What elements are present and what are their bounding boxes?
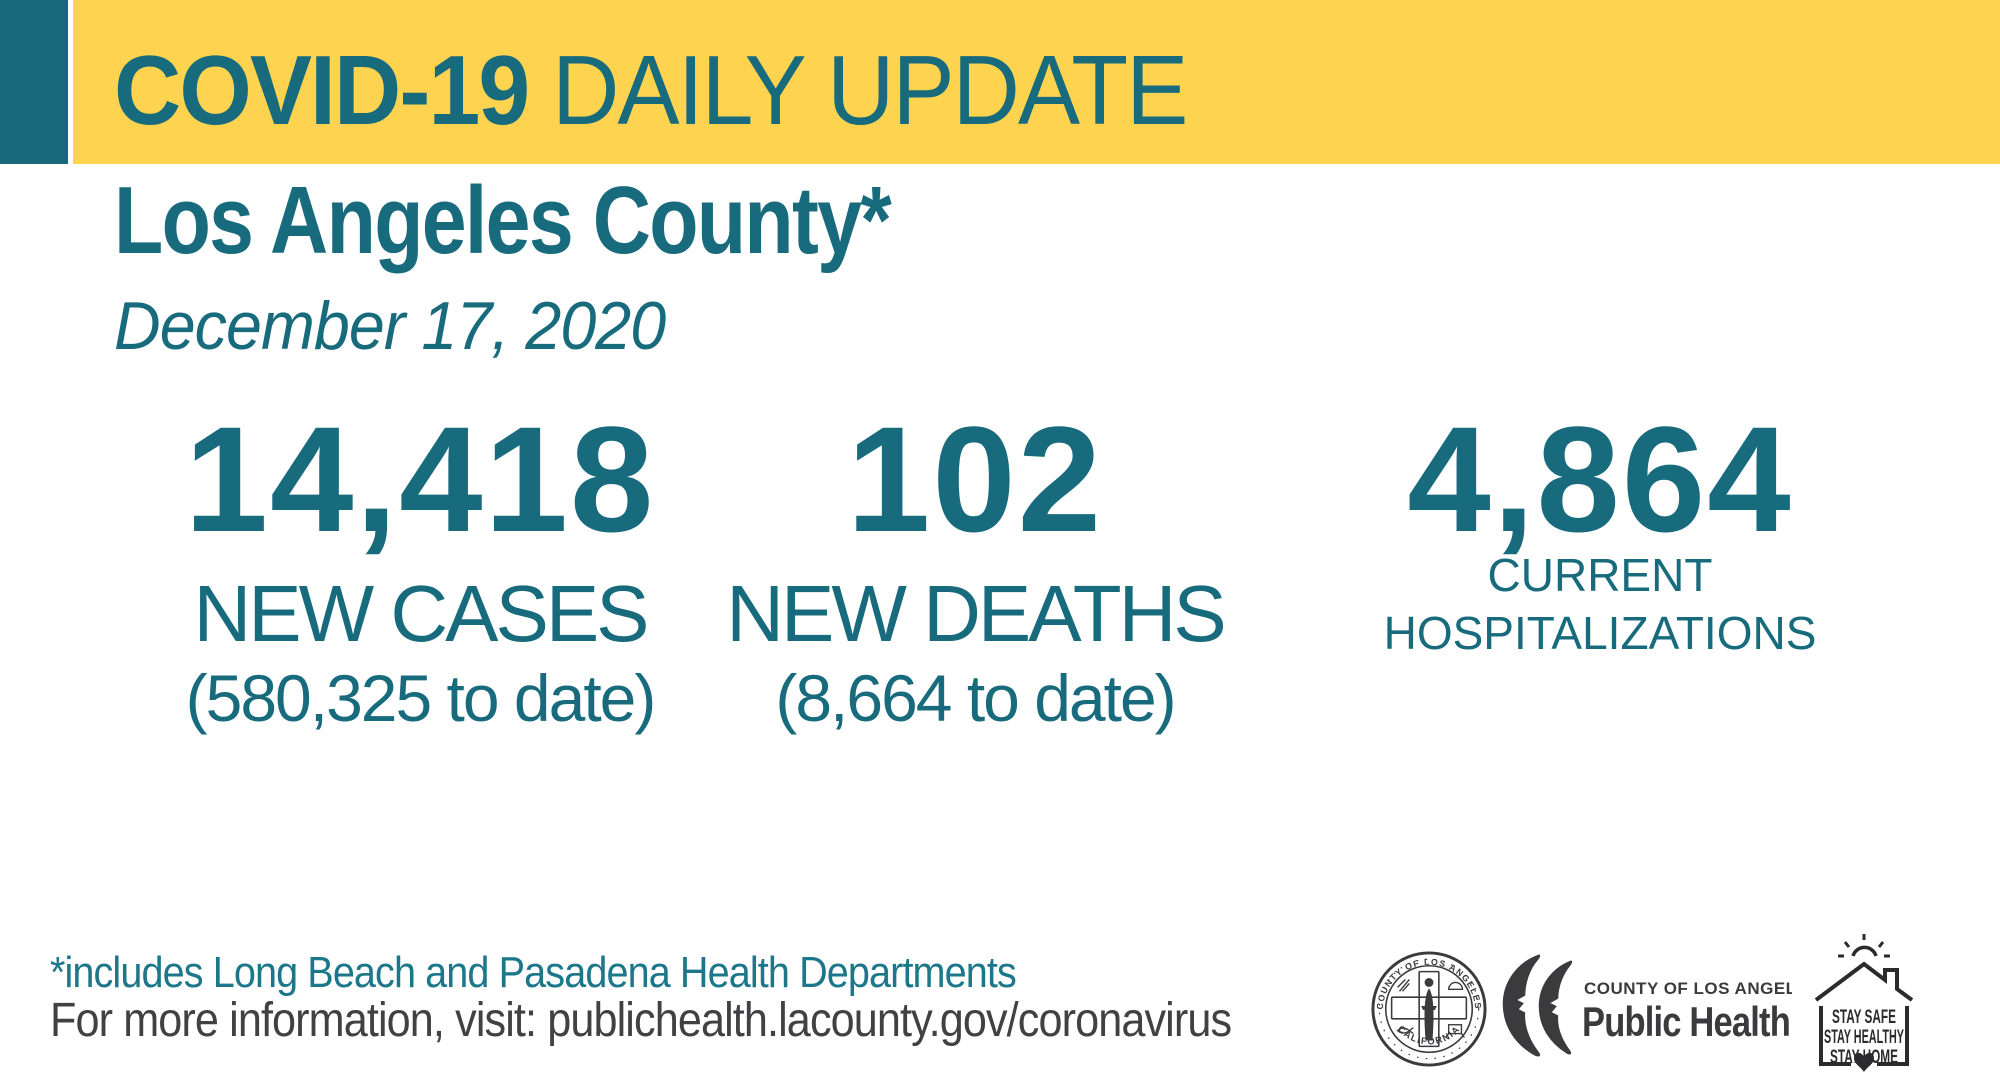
hospitalizations-label-line2: HOSPITALIZATIONS: [1383, 607, 1817, 659]
stat-new-cases: 14,418 NEW CASES (580,325 to date): [120, 0, 720, 760]
public-health-county-text: COUNTY OF LOS ANGELES: [1584, 979, 1792, 998]
seal-quadrant-doodles: [1396, 979, 1465, 1038]
stat-new-deaths: 102 NEW DEATHS (8,664 to date): [675, 0, 1275, 760]
hospitalizations-label: CURRENT HOSPITALIZATIONS: [1300, 546, 1900, 662]
seal-center-figure: [1421, 978, 1437, 1041]
stay-home-logo: STAY SAFE STAY HEALTHY STAY HOME: [1814, 934, 1914, 1072]
public-health-faces-icon: [1501, 953, 1574, 1058]
page-title-daily-update: DAILY UPDATE: [528, 35, 1188, 145]
public-health-wordmark: Public Health: [1582, 998, 1790, 1045]
page-title: COVID-19 DAILY UPDATE: [114, 35, 1188, 145]
new-deaths-label: NEW DEATHS: [726, 569, 1226, 658]
la-county-seal-icon: COUNTY OF LOS ANGELES CALIFORNIA: [1371, 951, 1487, 1067]
new-cases-value: 14,418: [184, 395, 656, 563]
new-deaths-total-to-date: (8,664 to date): [775, 661, 1176, 735]
public-health-logo: COUNTY OF LOS ANGELES Public Health: [1501, 953, 1792, 1058]
stay-home-house-icon: [1814, 934, 1914, 1066]
footnote-departments: *includes Long Beach and Pasadena Health…: [50, 948, 1017, 997]
hospitalizations-value: 4,864: [1407, 395, 1793, 563]
region-title: Los Angeles County*: [114, 167, 892, 274]
stay-safe-text: STAY SAFE: [1832, 1007, 1896, 1028]
hospitalizations-label-line1: CURRENT: [1487, 549, 1713, 601]
stat-current-hospitalizations: 4,864 CURRENT HOSPITALIZATIONS: [1300, 0, 1900, 760]
stay-healthy-text: STAY HEALTHY: [1824, 1027, 1904, 1048]
stay-home-text: STAY SAFE STAY HEALTHY STAY HOME: [1824, 1007, 1904, 1068]
more-info-url-text: For more information, visit: publichealt…: [50, 994, 1232, 1047]
report-date: December 17, 2020: [114, 288, 666, 364]
page-title-covid: COVID-19: [114, 35, 530, 145]
new-deaths-value: 102: [846, 395, 1104, 563]
header-teal-stripe: [0, 0, 73, 164]
stay-home-text-line: STAY HOME: [1830, 1047, 1898, 1068]
new-cases-label: NEW CASES: [193, 569, 649, 658]
header-yellow-band: [0, 0, 2000, 164]
new-cases-total-to-date: (580,325 to date): [185, 661, 657, 735]
stay-home-heart-icon: [1854, 1052, 1874, 1072]
